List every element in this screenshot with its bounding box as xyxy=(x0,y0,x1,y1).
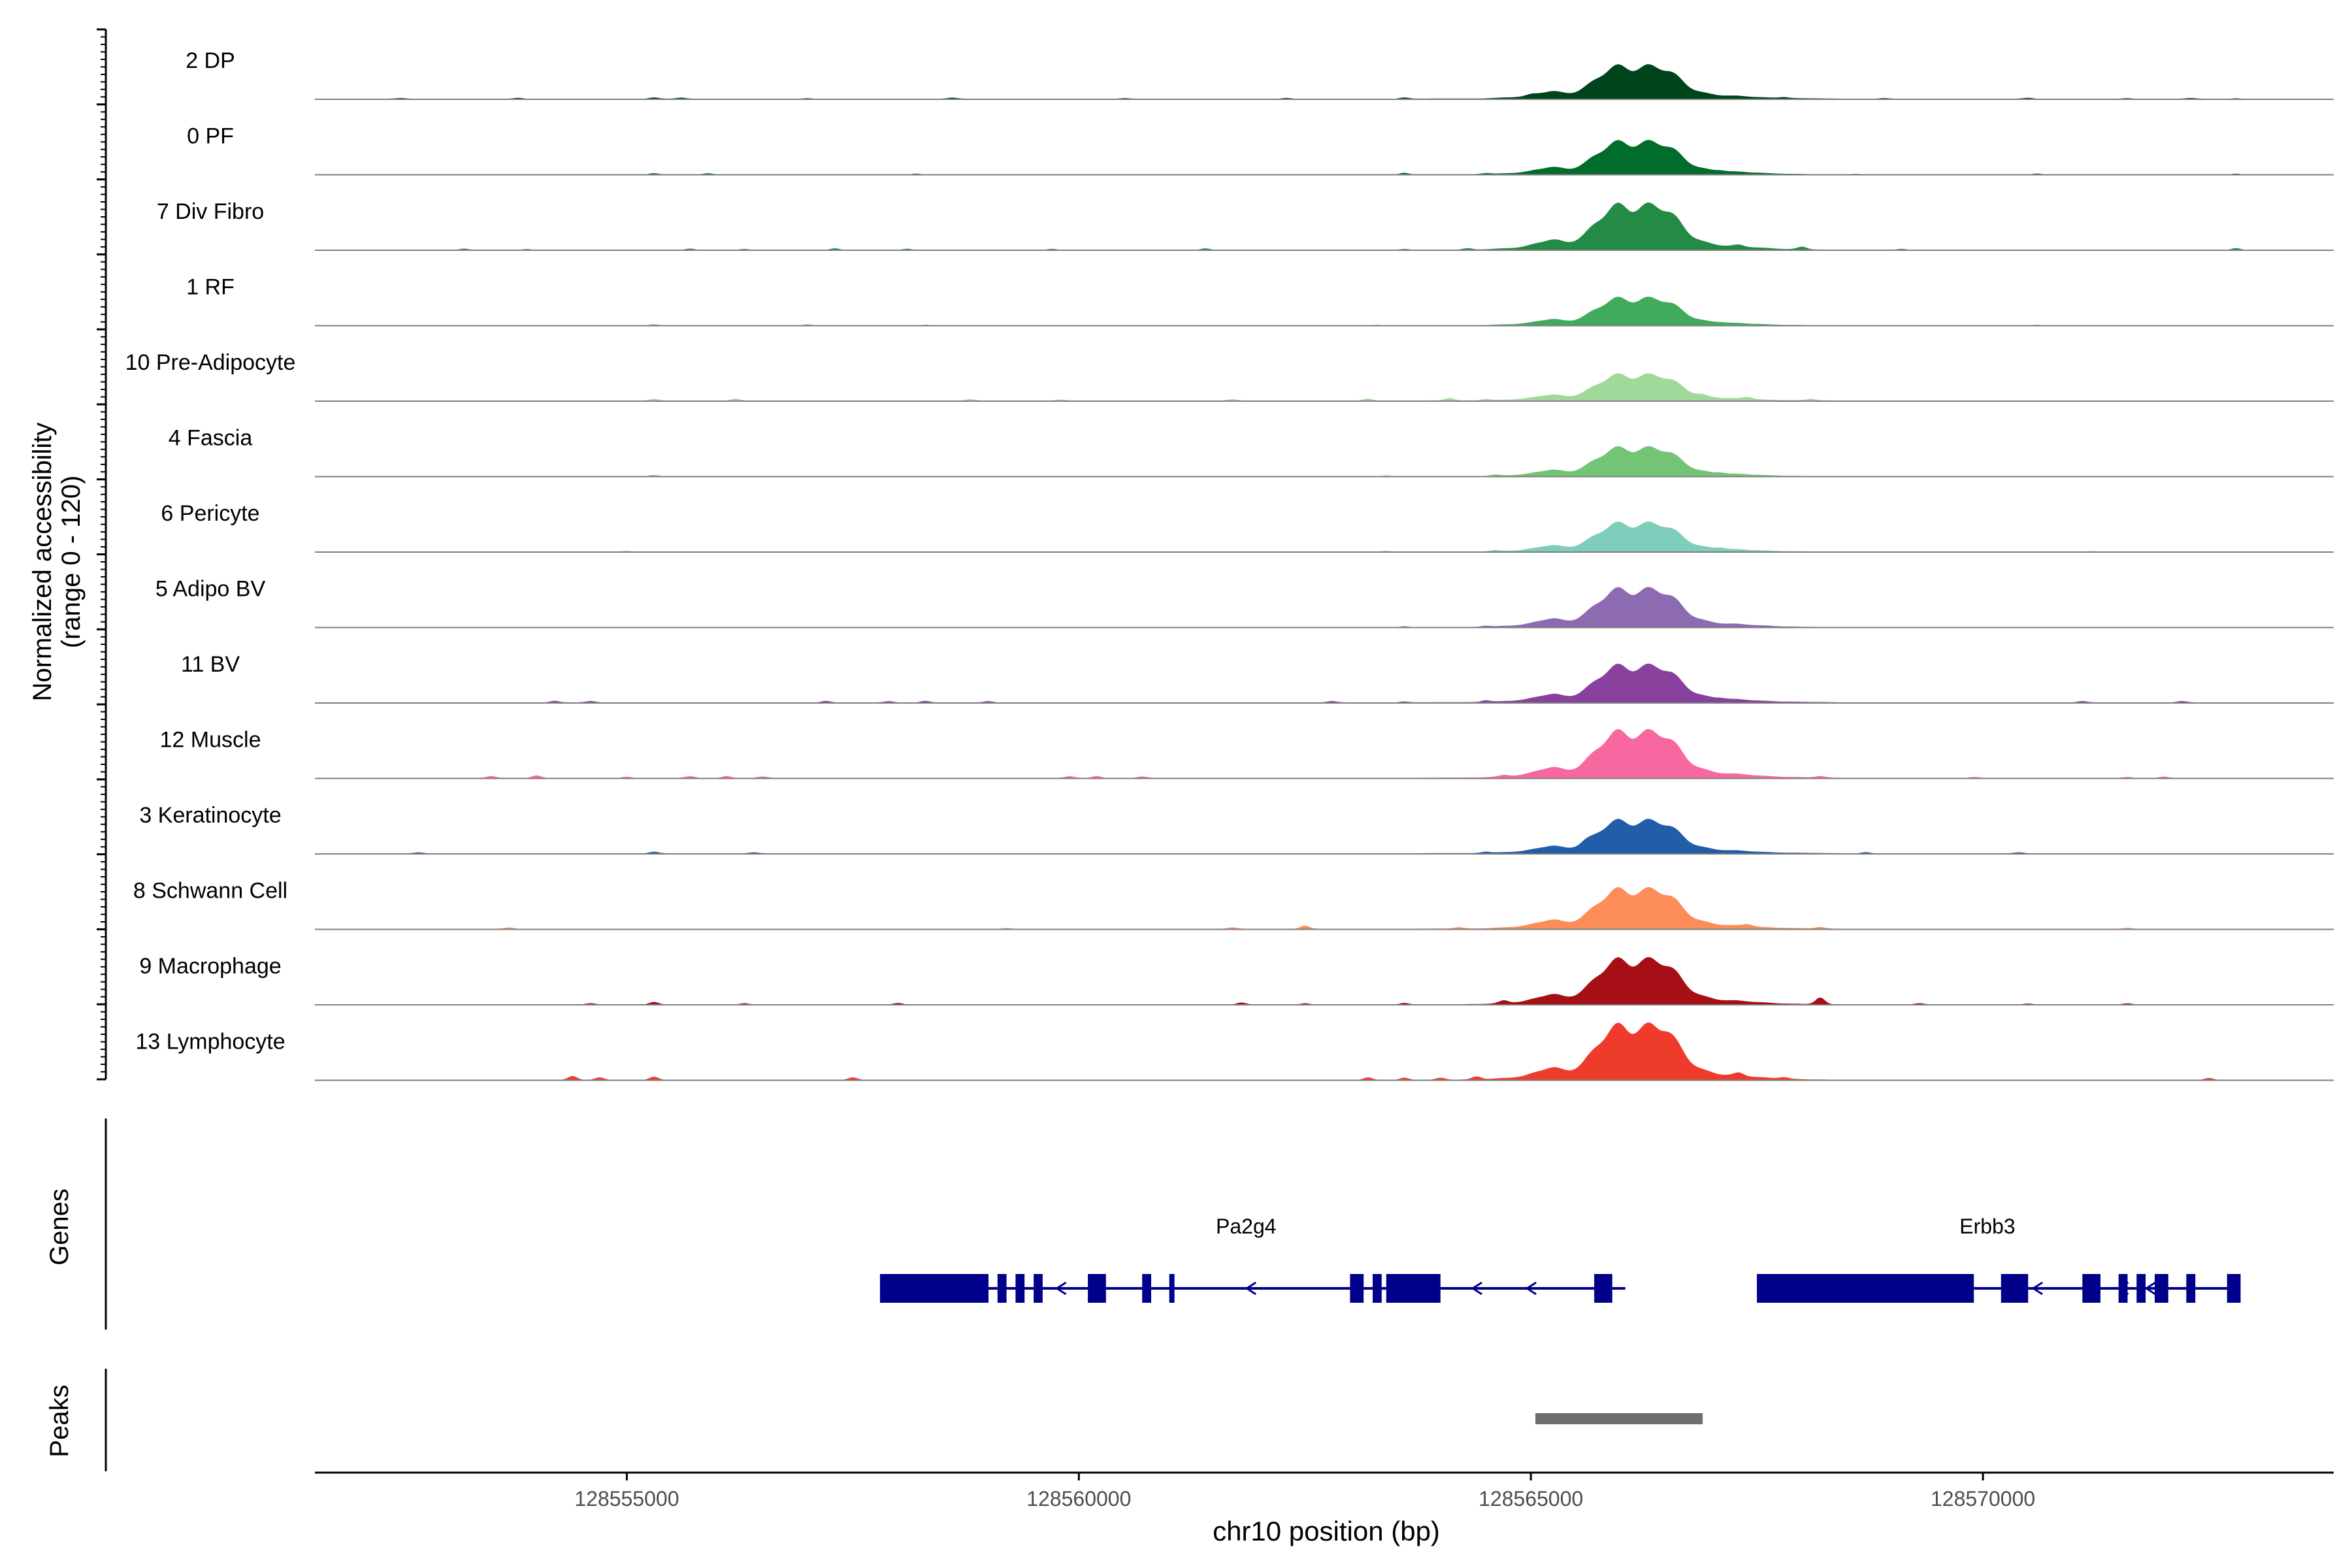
y-axis-ticks xyxy=(97,28,107,1081)
gene-exon xyxy=(1015,1274,1025,1303)
track-2-dp: 2 DP xyxy=(186,48,2334,100)
track-6-pericyte: 6 Pericyte xyxy=(161,501,2334,553)
track-label: 8 Schwann Cell xyxy=(133,879,287,904)
gene-name: Pa2g4 xyxy=(1216,1215,1277,1238)
strand-arrow xyxy=(2144,1281,2156,1296)
gene-exon xyxy=(2082,1274,2100,1303)
gene-exon xyxy=(2227,1274,2241,1303)
track-label: 1 RF xyxy=(186,275,235,300)
gene-exon xyxy=(1350,1274,1364,1303)
track-label: 0 PF xyxy=(187,124,234,149)
track-label: 13 Lymphocyte xyxy=(135,1030,285,1054)
track-label: 4 Fascia xyxy=(169,426,253,451)
track-13-lymphocyte: 13 Lymphocyte xyxy=(135,1022,2334,1081)
peak-region xyxy=(1535,1413,1703,1424)
coverage-area xyxy=(315,587,2334,628)
track-8-schwann-cell: 8 Schwann Cell xyxy=(133,879,2334,930)
track-label: 11 BV xyxy=(181,652,240,677)
gene-exon xyxy=(2001,1274,2029,1303)
track-9-macrophage: 9 Macrophage xyxy=(139,954,2334,1005)
genes-axis-label: Genes xyxy=(45,1188,74,1266)
strand-arrow xyxy=(1471,1281,1482,1296)
track-7-div-fibro: 7 Div Fibro xyxy=(157,199,2334,251)
x-tick-label: 128570000 xyxy=(1931,1487,2035,1511)
gene-exon xyxy=(1142,1274,1151,1303)
coverage-area xyxy=(315,203,2334,250)
y-axis-label-line2: (range 0 - 120) xyxy=(57,476,86,649)
gene-exon xyxy=(879,1274,988,1303)
coverage-area xyxy=(315,373,2334,401)
gene-erbb3: Erbb3 xyxy=(1757,1215,2241,1303)
track-label: 6 Pericyte xyxy=(161,501,259,526)
y-axis-label-line1: Normalized accessibility xyxy=(28,423,57,702)
track-1-rf: 1 RF xyxy=(186,275,2334,327)
coverage-area xyxy=(315,64,2334,99)
track-label: 5 Adipo BV xyxy=(155,577,266,602)
gene-exon xyxy=(1088,1274,1106,1303)
track-10-pre-adipocyte: 10 Pre-Adipocyte xyxy=(125,350,2334,402)
coverage-area xyxy=(315,1022,2334,1081)
strand-arrow xyxy=(2031,1281,2043,1296)
strand-arrow xyxy=(2117,1281,2129,1296)
coverage-area xyxy=(315,521,2334,552)
gene-exon xyxy=(1386,1274,1441,1303)
peaks-panel xyxy=(105,1369,1703,1471)
genes-panel: Pa2g4 Erbb3 xyxy=(105,1119,2241,1330)
strand-arrow xyxy=(1054,1281,1067,1296)
coverage-area xyxy=(315,140,2334,175)
track-label: 3 Keratinocyte xyxy=(139,803,281,828)
track-0-pf: 0 PF xyxy=(187,124,2334,176)
coverage-area xyxy=(315,957,2334,1005)
track-12-muscle: 12 Muscle xyxy=(160,728,2334,779)
gene-exon xyxy=(2186,1274,2196,1303)
gene-exon xyxy=(1757,1274,1974,1303)
track-label: 10 Pre-Adipocyte xyxy=(125,350,296,375)
gene-exon xyxy=(1373,1274,1382,1303)
coverage-area xyxy=(315,819,2334,854)
gene-exon xyxy=(1169,1274,1175,1303)
track-label: 7 Div Fibro xyxy=(157,199,264,224)
coverage-area xyxy=(315,446,2334,477)
track-3-keratinocyte: 3 Keratinocyte xyxy=(139,803,2334,855)
coverage-area xyxy=(315,728,2334,779)
coverage-area xyxy=(315,663,2334,703)
track-11-bv: 11 BV xyxy=(181,652,2334,704)
x-axis: 128555000 128560000 128565000 128570000 xyxy=(315,1471,2334,1511)
gene-exon xyxy=(2155,1274,2168,1303)
gene-exon xyxy=(997,1274,1007,1303)
x-tick-label: 128560000 xyxy=(1026,1487,1131,1511)
track-5-adipo-bv: 5 Adipo BV xyxy=(155,577,2334,629)
track-label: 2 DP xyxy=(186,48,235,73)
gene-exon xyxy=(1594,1274,1612,1303)
coverage-area xyxy=(315,887,2334,930)
peaks-axis-label: Peaks xyxy=(45,1384,74,1457)
gene-exon xyxy=(2118,1274,2128,1303)
strand-arrow xyxy=(1245,1281,1257,1296)
track-4-fascia: 4 Fascia xyxy=(169,426,2334,478)
gene-exon xyxy=(2136,1274,2146,1303)
strand-arrow xyxy=(1525,1281,1537,1296)
gene-exon xyxy=(1034,1274,1043,1303)
gene-name: Erbb3 xyxy=(1959,1215,2015,1238)
coverage-area xyxy=(315,297,2334,326)
x-axis-label: chr10 position (bp) xyxy=(1213,1516,1440,1546)
track-label: 9 Macrophage xyxy=(139,954,281,979)
x-tick-label: 128555000 xyxy=(574,1487,679,1511)
gene-pa2g4: Pa2g4 xyxy=(879,1215,1625,1303)
track-label: 12 Muscle xyxy=(160,728,261,753)
x-tick-label: 128565000 xyxy=(1478,1487,1583,1511)
coverage-tracks: 2 DP 0 PF 7 Div Fibro 1 RF 10 Pre-Adipocyte 4… xyxy=(125,48,2334,1081)
